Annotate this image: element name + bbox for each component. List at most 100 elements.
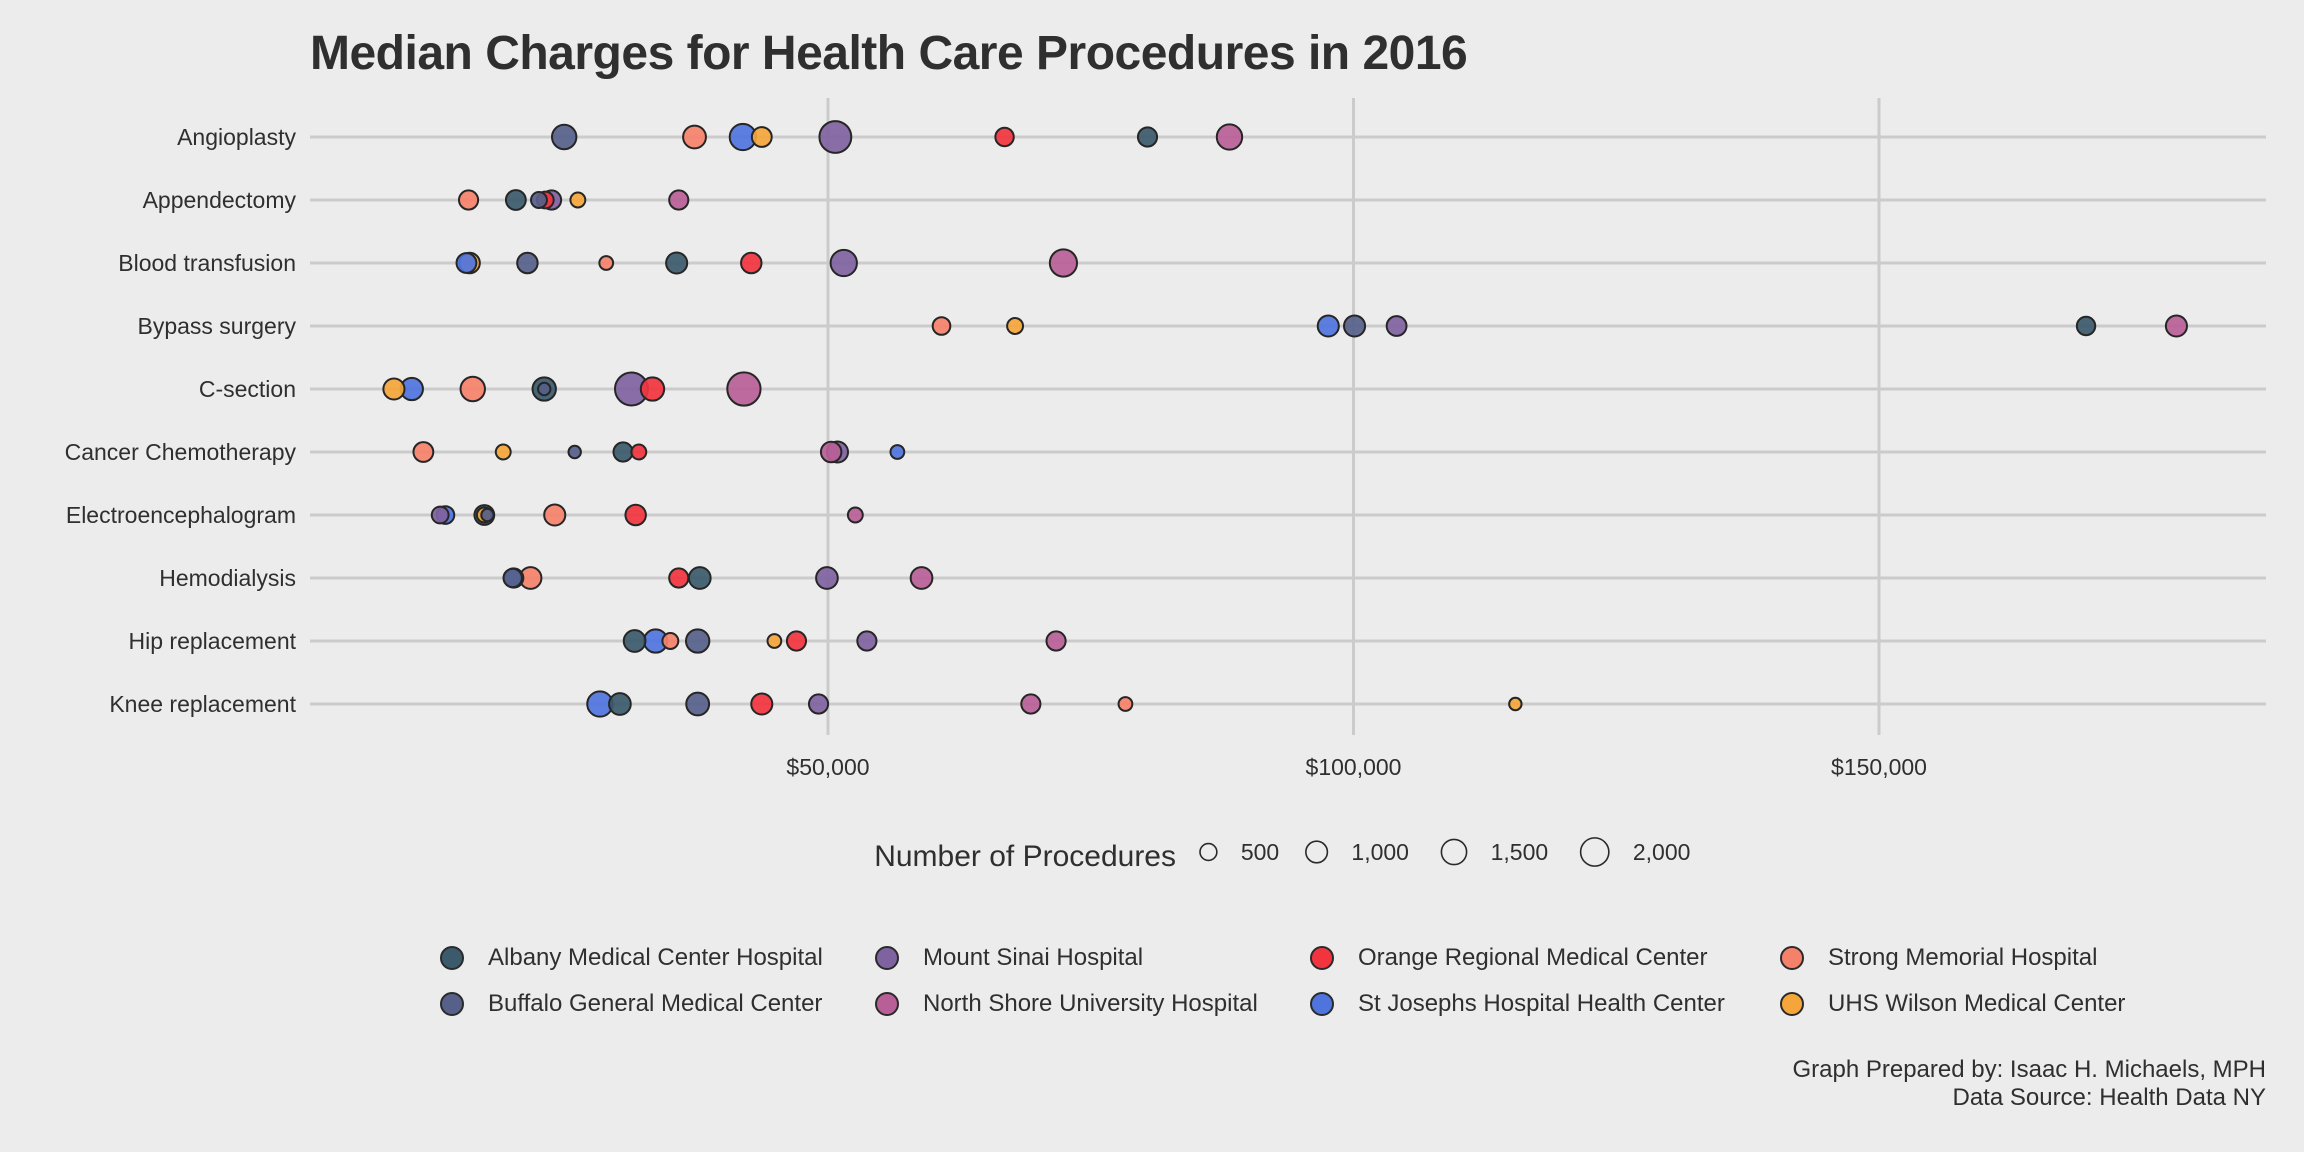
legend-label: Buffalo General Medical Center	[488, 990, 823, 1017]
data-point	[630, 443, 648, 461]
size-legend-items: 500 1,000 1,500 2,000	[1199, 837, 1691, 867]
size-legend-circle	[1579, 837, 1610, 867]
legend-item: St Josephs Hospital Health Center	[1310, 986, 1780, 1022]
category-label: Hip replacement	[129, 628, 297, 654]
data-point	[459, 375, 486, 403]
data-point	[516, 251, 539, 275]
data-point	[750, 692, 774, 716]
data-point	[382, 377, 406, 401]
size-legend-label: 1,500	[1491, 839, 1549, 865]
legend-label: Orange Regional Medical Center	[1358, 944, 1708, 971]
data-point	[668, 567, 690, 589]
legend-swatch-icon	[1780, 992, 1804, 1016]
data-point	[504, 189, 527, 211]
data-point	[639, 376, 666, 402]
size-legend-label: 1,000	[1351, 839, 1409, 865]
legend-swatch-icon	[1780, 946, 1804, 970]
chart-title: Median Charges for Health Care Procedure…	[310, 27, 1468, 80]
size-legend-circle	[1440, 838, 1468, 866]
x-tick-labels: $50,000 $100,000 $150,000	[786, 754, 1927, 780]
data-point	[829, 248, 858, 278]
data-point	[612, 441, 634, 463]
data-point	[1006, 317, 1025, 335]
size-legend-circle	[1305, 840, 1329, 864]
data-point	[412, 441, 435, 463]
category-label: Appendectomy	[143, 187, 297, 213]
category-label: Angioplasty	[177, 124, 296, 150]
data-point	[668, 189, 690, 211]
legend-item: Mount Sinai Hospital	[875, 940, 1310, 976]
caption-prepared-by: Graph Prepared by: Isaac H. Michaels, MP…	[1792, 1056, 2266, 1083]
size-legend-label: 2,000	[1633, 839, 1691, 865]
data-point	[1020, 693, 1042, 715]
data-point	[815, 566, 839, 590]
data-point	[665, 251, 689, 275]
category-label: C-section	[199, 376, 296, 402]
data-point	[994, 126, 1015, 148]
data-point	[1316, 314, 1340, 338]
category-labels: Angioplasty Appendectomy Blood transfusion…	[65, 124, 297, 717]
category-label: Blood transfusion	[118, 250, 296, 276]
legend-item: North Shore University Hospital	[875, 986, 1310, 1022]
legend-swatch-icon	[875, 946, 899, 970]
data-point	[819, 440, 843, 464]
data-point	[889, 444, 906, 460]
data-point	[608, 692, 632, 716]
data-point	[1045, 630, 1067, 652]
size-legend-title: Number of Procedures	[874, 840, 1176, 873]
data-point	[1117, 696, 1134, 712]
data-point	[1136, 126, 1159, 148]
data-point	[455, 252, 478, 274]
category-label: Hemodialysis	[159, 565, 296, 591]
data-point	[687, 566, 712, 590]
legend-item: Buffalo General Medical Center	[440, 986, 875, 1022]
data-point	[766, 633, 783, 649]
legend-item: UHS Wilson Medical Center	[1780, 986, 2180, 1022]
x-tick-label: $100,000	[1306, 754, 1402, 780]
data-point	[807, 693, 830, 715]
data-point	[1048, 248, 1079, 278]
legend-label: UHS Wilson Medical Center	[1828, 990, 2126, 1017]
legend-swatch-icon	[1310, 992, 1334, 1016]
data-point	[1343, 314, 1367, 338]
vertical-gridlines	[826, 98, 1881, 735]
data-point	[1215, 123, 1244, 151]
data-point	[1508, 696, 1523, 712]
data-point	[682, 124, 707, 150]
data-point	[909, 566, 934, 590]
legend-label: Mount Sinai Hospital	[923, 944, 1144, 971]
data-point	[550, 123, 578, 151]
size-legend-label: 500	[1241, 839, 1279, 865]
category-label: Bypass surgery	[137, 313, 296, 339]
category-label: Electroencephalogram	[66, 502, 296, 528]
legend-item: Albany Medical Center Hospital	[440, 940, 875, 976]
data-point	[569, 191, 587, 209]
category-label: Knee replacement	[109, 691, 296, 717]
data-point	[1385, 315, 1408, 337]
caption: Graph Prepared by: Isaac H. Michaels, MP…	[1792, 1056, 2266, 1112]
data-point	[846, 506, 864, 524]
data-point	[530, 191, 548, 209]
data-points	[382, 120, 2188, 718]
data-point	[931, 316, 952, 336]
data-point	[457, 189, 480, 211]
data-point	[502, 567, 523, 589]
data-point	[740, 251, 763, 275]
data-point	[494, 443, 512, 461]
category-label: Cancer Chemotherapy	[65, 439, 297, 465]
legend-label: Albany Medical Center Hospital	[488, 944, 823, 971]
data-point	[818, 120, 853, 154]
legend-label: Strong Memorial Hospital	[1828, 944, 2098, 971]
caption-data-source: Data Source: Health Data NY	[1952, 1084, 2267, 1111]
data-point	[537, 381, 552, 397]
data-point	[856, 630, 878, 652]
data-point	[622, 629, 647, 653]
data-point	[430, 505, 450, 525]
data-point	[624, 503, 647, 527]
data-point	[685, 691, 711, 717]
size-legend-circle	[1199, 842, 1218, 862]
data-point	[2075, 315, 2097, 337]
data-point	[726, 371, 762, 407]
legend-label: St Josephs Hospital Health Center	[1358, 990, 1725, 1017]
data-point	[480, 507, 495, 523]
